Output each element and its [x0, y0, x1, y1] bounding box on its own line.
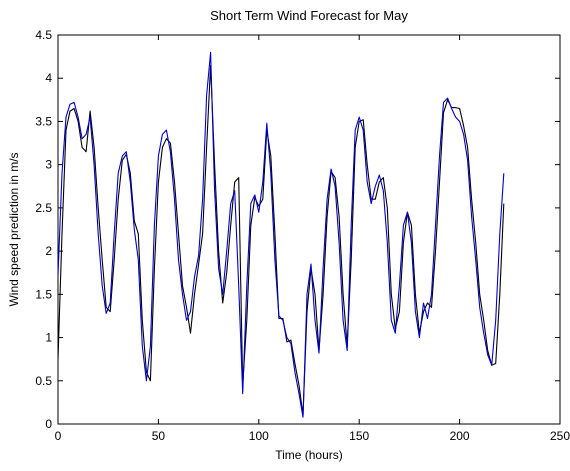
y-tick-label: 1 [45, 331, 52, 345]
y-tick-label: 4.5 [35, 28, 52, 42]
y-tick-label: 0.5 [35, 374, 52, 388]
x-axis: 0 50 100 150 200 250 [55, 35, 570, 443]
y-axis: 0 0.5 1 1.5 2 2.5 3 3.5 4 4.5 [35, 28, 560, 431]
y-axis-label: Wind speed prediction in m/s [7, 152, 21, 306]
y-tick-label: 2.5 [35, 201, 52, 215]
y-tick-label: 1.5 [35, 287, 52, 301]
axes-box [57, 34, 561, 425]
series-line-2 [57, 51, 505, 418]
x-tick-label: 200 [450, 429, 470, 443]
plot-area [57, 34, 561, 425]
x-tick-label: 0 [55, 429, 62, 443]
y-tick-label: 4 [45, 71, 52, 85]
x-tick-label: 100 [249, 429, 269, 443]
y-tick-label: 3 [45, 158, 52, 172]
x-tick-label: 250 [550, 429, 570, 443]
x-axis-label: Time (hours) [275, 448, 343, 462]
x-tick-label: 150 [349, 429, 369, 443]
y-tick-label: 0 [45, 417, 52, 431]
y-tick-label: 2 [45, 244, 52, 258]
x-tick-label: 50 [152, 429, 166, 443]
y-tick-label: 3.5 [35, 114, 52, 128]
chart-title: Short Term Wind Forecast for May [210, 8, 408, 23]
series-layer [57, 51, 505, 418]
